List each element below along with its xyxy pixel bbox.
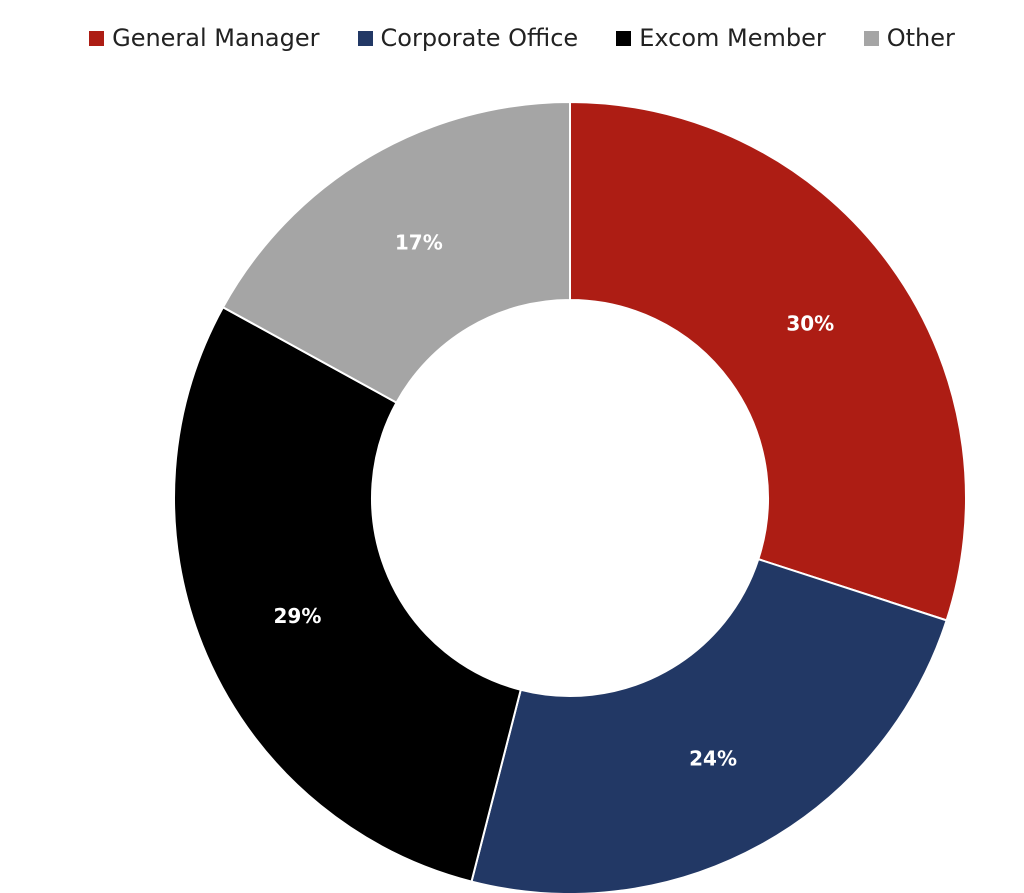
legend-swatch-general-manager (89, 30, 105, 46)
donut-slice-excom-member (173, 305, 522, 883)
donut-slice-general-manager (569, 100, 967, 622)
data-label-corporate-office: 24% (689, 746, 737, 770)
legend-label-corporate-office: Corporate Office (380, 24, 579, 52)
legend-item-general-manager: General Manager (89, 22, 320, 54)
legend-item-other: Other (863, 22, 955, 54)
data-label-other: 17% (395, 230, 443, 254)
chart-legend: General Manager Corporate Office Excom M… (10, 22, 1024, 54)
legend-label-general-manager: General Manager (112, 24, 320, 52)
donut-slice-other (221, 100, 571, 404)
legend-swatch-corporate-office (357, 30, 373, 46)
legend-label-excom-member: Excom Member (639, 24, 826, 52)
legend-swatch-excom-member (616, 30, 632, 46)
legend-swatch-other (863, 30, 879, 46)
data-label-general-manager: 30% (786, 311, 834, 335)
legend-item-corporate-office: Corporate Office (357, 22, 579, 54)
legend-item-excom-member: Excom Member (616, 22, 826, 54)
legend-label-other: Other (886, 24, 955, 52)
donut-slice-corporate-office (470, 557, 948, 893)
data-label-excom-member: 29% (273, 604, 321, 628)
